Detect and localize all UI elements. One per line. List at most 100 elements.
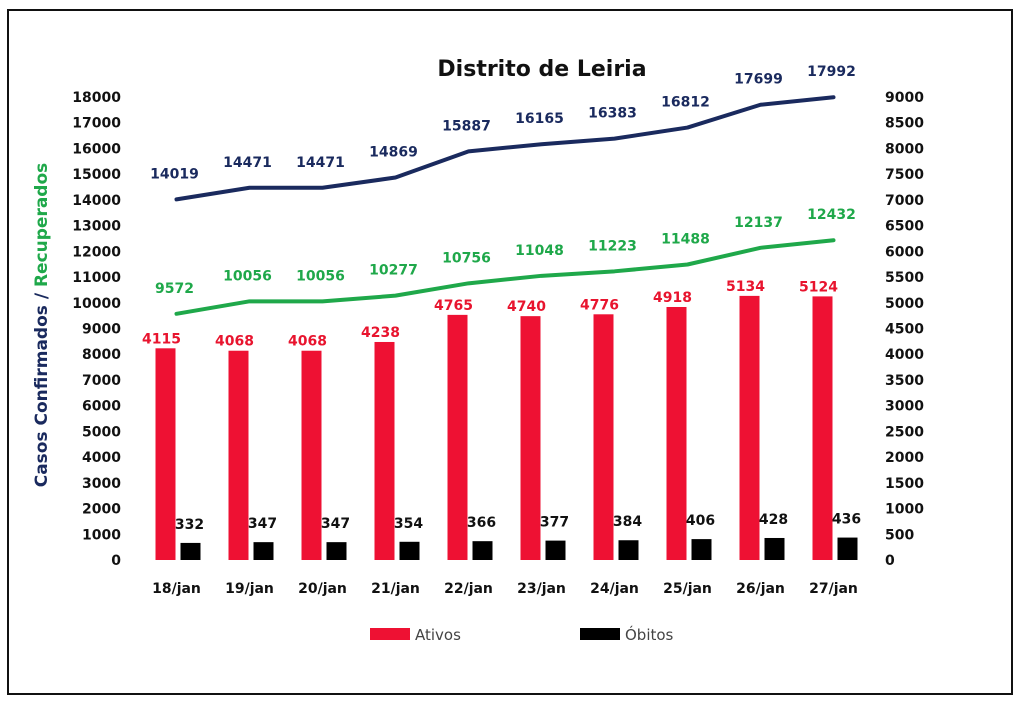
legend-label: Óbitos <box>625 625 674 644</box>
category-label: 25/jan <box>663 581 712 597</box>
left-tick-label: 16000 <box>72 141 121 157</box>
obitos-bar <box>472 541 493 560</box>
right-tick-label: 5000 <box>885 296 924 312</box>
y-axis-label-recuperados: Recuperados <box>32 163 52 287</box>
ativos-data-label: 4238 <box>361 325 400 341</box>
obitos-bar <box>764 537 785 560</box>
confirmados-data-label: 16165 <box>515 111 564 127</box>
right-tick-label: 4000 <box>885 347 924 363</box>
right-tick-label: 3000 <box>885 399 924 415</box>
left-tick-label: 10000 <box>72 296 121 312</box>
recuperados-data-label: 10756 <box>442 250 491 266</box>
category-label: 23/jan <box>517 581 566 597</box>
recuperados-data-label: 9572 <box>155 281 194 297</box>
confirmados-data-label: 14471 <box>296 155 345 171</box>
right-tick-label: 8000 <box>885 141 924 157</box>
ativos-data-label: 4068 <box>215 334 254 350</box>
left-tick-label: 4000 <box>82 450 121 466</box>
category-label: 19/jan <box>225 581 274 597</box>
ativos-bar <box>301 350 322 560</box>
ativos-bar <box>228 350 249 560</box>
right-tick-label: 1500 <box>885 476 924 492</box>
confirmados-line <box>174 95 836 202</box>
ativos-bar <box>593 314 614 560</box>
right-tick-label: 4500 <box>885 322 924 338</box>
left-tick-label: 11000 <box>72 270 121 286</box>
category-label: 24/jan <box>590 581 639 597</box>
right-tick-label: 6500 <box>885 219 924 235</box>
recuperados-data-label: 10056 <box>296 268 345 284</box>
confirmados-data-label: 14019 <box>150 166 199 182</box>
obitos-bar <box>399 541 420 560</box>
category-label: 27/jan <box>809 581 858 597</box>
category-label: 20/jan <box>298 581 347 597</box>
left-tick-label: 7000 <box>82 373 121 389</box>
chart-title: Distrito de Leiria <box>437 57 646 82</box>
right-tick-label: 3500 <box>885 373 924 389</box>
obitos-bar <box>545 540 566 560</box>
confirmados-data-label: 17992 <box>807 64 856 80</box>
right-tick-label: 5500 <box>885 270 924 286</box>
right-tick-label: 7500 <box>885 167 924 183</box>
ativos-data-label: 4918 <box>653 290 692 306</box>
right-tick-label: 6000 <box>885 244 924 260</box>
category-label: 18/jan <box>152 581 201 597</box>
ativos-bar <box>739 295 760 560</box>
recuperados-line <box>174 238 836 316</box>
obitos-data-label: 366 <box>467 515 496 531</box>
confirmados-data-label: 16383 <box>588 106 637 122</box>
left-tick-label: 18000 <box>72 90 121 106</box>
obitos-bar <box>691 539 712 560</box>
right-tick-label: 7000 <box>885 193 924 209</box>
legend-swatch <box>370 628 410 640</box>
right-tick-label: 0 <box>885 553 895 569</box>
left-tick-label: 17000 <box>72 116 121 132</box>
left-tick-label: 12000 <box>72 244 121 260</box>
right-tick-label: 1000 <box>885 502 924 518</box>
confirmados-data-label: 15887 <box>442 118 491 134</box>
recuperados-data-label: 12137 <box>734 215 783 231</box>
obitos-data-label: 347 <box>321 516 350 532</box>
ativos-bar <box>155 348 176 560</box>
ativos-bar <box>812 296 833 560</box>
obitos-data-label: 428 <box>759 512 788 528</box>
obitos-data-label: 354 <box>394 516 423 532</box>
left-tick-label: 15000 <box>72 167 121 183</box>
obitos-data-label: 332 <box>175 517 204 533</box>
right-tick-label: 8500 <box>885 116 924 132</box>
recuperados-data-label: 11488 <box>661 232 710 248</box>
obitos-data-label: 384 <box>613 514 642 530</box>
category-label: 21/jan <box>371 581 420 597</box>
right-tick-label: 2500 <box>885 424 924 440</box>
obitos-data-label: 436 <box>832 512 861 528</box>
ativos-data-label: 4068 <box>288 334 327 350</box>
legend-swatch <box>580 628 620 640</box>
ativos-bar <box>374 341 395 560</box>
confirmados-data-label: 14869 <box>369 145 418 161</box>
left-tick-label: 0 <box>111 553 121 569</box>
left-tick-label: 1000 <box>82 527 121 543</box>
ativos-data-label: 4765 <box>434 298 473 314</box>
obitos-data-label: 347 <box>248 516 277 532</box>
right-tick-label: 9000 <box>885 90 924 106</box>
ativos-bar <box>447 314 468 560</box>
recuperados-data-label: 11048 <box>515 243 564 259</box>
obitos-bar <box>837 537 858 560</box>
ativos-data-label: 5134 <box>726 279 765 295</box>
ativos-bar <box>666 306 687 560</box>
obitos-data-label: 377 <box>540 515 569 531</box>
obitos-bar <box>180 542 201 560</box>
obitos-bar <box>618 540 639 560</box>
ativos-data-label: 5124 <box>799 279 838 295</box>
confirmados-data-label: 17699 <box>734 72 783 88</box>
category-label: 22/jan <box>444 581 493 597</box>
ativos-data-label: 4776 <box>580 297 619 313</box>
left-tick-label: 5000 <box>82 424 121 440</box>
obitos-bar <box>253 542 274 560</box>
left-tick-label: 13000 <box>72 219 121 235</box>
right-tick-label: 2000 <box>885 450 924 466</box>
right-tick-label: 500 <box>885 527 914 543</box>
left-tick-label: 8000 <box>82 347 121 363</box>
recuperados-data-label: 11223 <box>588 238 637 254</box>
